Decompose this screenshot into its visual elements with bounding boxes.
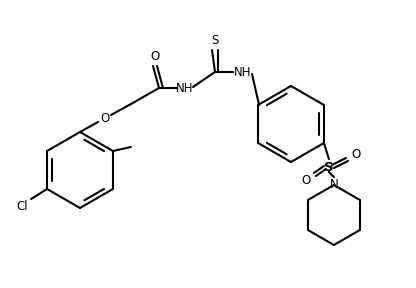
Text: Cl: Cl bbox=[16, 200, 28, 213]
Text: O: O bbox=[100, 111, 110, 124]
Text: N: N bbox=[329, 177, 338, 190]
Text: O: O bbox=[150, 50, 160, 63]
Text: O: O bbox=[351, 147, 361, 160]
Text: NH: NH bbox=[176, 82, 194, 94]
Text: NH: NH bbox=[234, 65, 252, 79]
Text: S: S bbox=[324, 160, 334, 173]
Text: O: O bbox=[301, 173, 310, 187]
Text: S: S bbox=[211, 35, 219, 48]
